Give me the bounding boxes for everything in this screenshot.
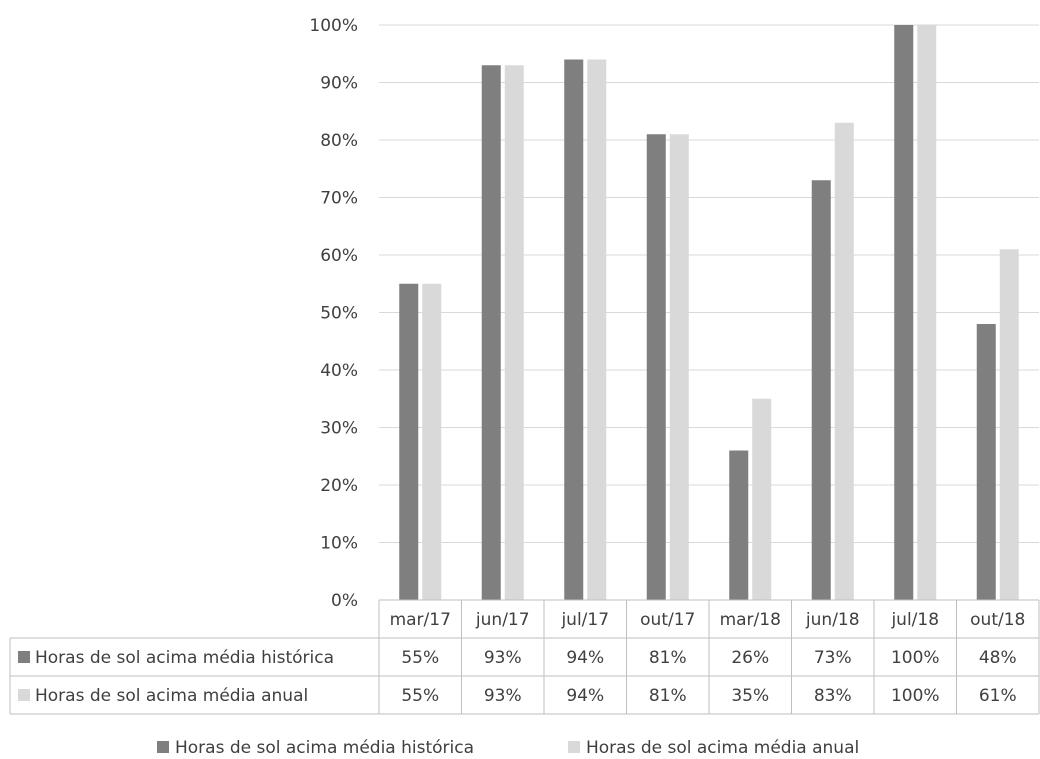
y-tick-label: 60%: [320, 246, 358, 266]
bar-series-1-2: [481, 65, 501, 600]
table-value-cell: 55%: [401, 648, 439, 668]
category-label: mar/18: [720, 610, 781, 630]
table-value-cell: 26%: [731, 648, 769, 668]
category-label: jul/17: [560, 610, 609, 630]
y-tick-label: 90%: [320, 74, 358, 94]
legend-label: Horas de sol acima média histórica: [175, 738, 474, 758]
table-series-name: Horas de sol acima média histórica: [35, 648, 334, 668]
bar-series-2-2: [504, 65, 524, 600]
bar-series-2-7: [917, 25, 937, 600]
legend-swatch: [157, 741, 169, 753]
y-tick-label: 80%: [320, 131, 358, 151]
bar-series-1-1: [399, 283, 419, 600]
table-value-cell: 100%: [891, 686, 940, 706]
bar-series-1-3: [564, 59, 584, 600]
y-axis: 0% 10% 20% 30% 40% 50% 60% 70% 80% 90% 100%: [309, 16, 358, 611]
table-value-cell: 81%: [649, 648, 687, 668]
bar-series-2-8: [999, 249, 1019, 600]
table-value-cell: 93%: [484, 648, 522, 668]
bar-series-1-8: [976, 324, 996, 600]
table-value-cell: 94%: [566, 686, 604, 706]
bar-series-2-6: [834, 122, 854, 600]
bar-series-2-4: [669, 134, 689, 600]
table-value-cell: 93%: [484, 686, 522, 706]
y-tick-label: 40%: [320, 361, 358, 381]
bar-series-1-4: [646, 134, 666, 600]
y-tick-label: 0%: [331, 591, 358, 611]
table-value-cell: 94%: [566, 648, 604, 668]
table-value-cell: 35%: [731, 686, 769, 706]
y-tick-label: 100%: [309, 16, 358, 36]
bars: [399, 25, 1019, 600]
bar-series-2-1: [422, 283, 442, 600]
category-label: out/18: [970, 610, 1025, 630]
bar-series-2-3: [587, 59, 607, 600]
bar-series-1-7: [894, 25, 914, 600]
category-label: jun/17: [475, 610, 530, 630]
table-series-name: Horas de sol acima média anual: [35, 686, 308, 706]
y-tick-label: 70%: [320, 189, 358, 209]
table-value-cell: 100%: [891, 648, 940, 668]
category-label: mar/17: [390, 610, 451, 630]
y-tick-label: 30%: [320, 419, 358, 439]
data-table: mar/17 jun/17 jul/17 out/17 mar/18 jun/18 jul/…: [9, 599, 1040, 715]
y-tick-label: 10%: [320, 534, 358, 554]
table-value-cell: 61%: [979, 686, 1017, 706]
table-series-swatch: [18, 689, 30, 701]
legend-swatch: [568, 741, 580, 753]
table-value-cell: 83%: [814, 686, 852, 706]
table-value-cell: 73%: [814, 648, 852, 668]
bar-series-1-5: [729, 450, 749, 600]
table-value-cell: 48%: [979, 648, 1017, 668]
table-value-cell: 81%: [649, 686, 687, 706]
category-label: jun/18: [805, 610, 860, 630]
y-tick-label: 20%: [320, 476, 358, 496]
bar-series-2-5: [752, 398, 772, 600]
table-series-swatch: [18, 651, 30, 663]
legend: Horas de sol acima média histórica Horas …: [157, 738, 859, 758]
category-label: jul/18: [890, 610, 939, 630]
y-tick-label: 50%: [320, 304, 358, 324]
table-value-cell: 55%: [401, 686, 439, 706]
bar-series-1-6: [811, 180, 831, 600]
category-label: out/17: [640, 610, 695, 630]
legend-label: Horas de sol acima média anual: [586, 738, 859, 758]
gridlines: [379, 24, 1039, 543]
